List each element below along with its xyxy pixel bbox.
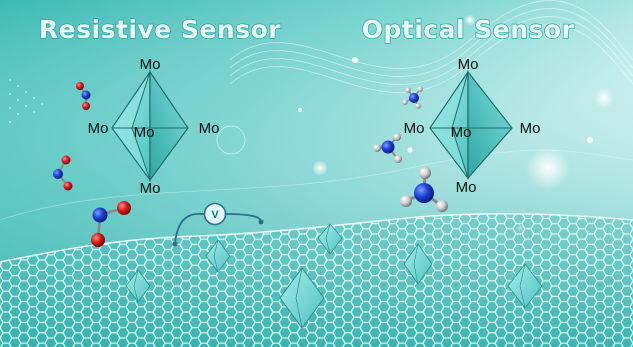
sheet-crystals bbox=[125, 223, 543, 329]
mo-label-center: Mo bbox=[451, 124, 472, 141]
title-resistive-sensor: Resistive Sensor bbox=[39, 15, 281, 44]
crystal-small bbox=[317, 223, 343, 255]
dot-pattern bbox=[9, 79, 43, 123]
light-bokeh bbox=[216, 14, 614, 232]
mo-label-center: Mo bbox=[134, 124, 155, 141]
voltmeter-circuit: V bbox=[172, 202, 264, 247]
nh3-molecule bbox=[402, 86, 423, 109]
mo-label-bottom: Mo bbox=[456, 179, 477, 196]
mo-label-right: Mo bbox=[520, 120, 541, 137]
crystal-small bbox=[205, 239, 231, 273]
mo-label-left: Mo bbox=[88, 120, 109, 137]
nh3-molecule bbox=[373, 133, 402, 163]
mo-label-left: Mo bbox=[404, 120, 425, 137]
crystal-large bbox=[279, 267, 325, 329]
no2-molecule bbox=[76, 82, 91, 110]
nh3-molecule bbox=[400, 167, 448, 212]
decorative-waves bbox=[0, 0, 633, 221]
mo-label-top: Mo bbox=[140, 56, 161, 73]
voltmeter-icon bbox=[203, 202, 227, 226]
no2-molecule bbox=[91, 201, 131, 247]
no2-molecule bbox=[53, 155, 73, 191]
voltmeter-label: V bbox=[211, 209, 219, 221]
mo-label-right: Mo bbox=[199, 120, 220, 137]
mo-cluster-left: Mo Mo Mo Mo Mo bbox=[88, 56, 220, 197]
mo-cluster-right: Mo Mo Mo Mo Mo bbox=[404, 56, 541, 196]
crystal-small bbox=[125, 269, 151, 303]
crystal-small bbox=[403, 243, 433, 285]
mo-label-top: Mo bbox=[458, 56, 479, 73]
title-optical-sensor: Optical Sensor bbox=[362, 15, 575, 44]
crystal-small bbox=[507, 263, 543, 309]
mo-label-bottom: Mo bbox=[140, 180, 161, 197]
